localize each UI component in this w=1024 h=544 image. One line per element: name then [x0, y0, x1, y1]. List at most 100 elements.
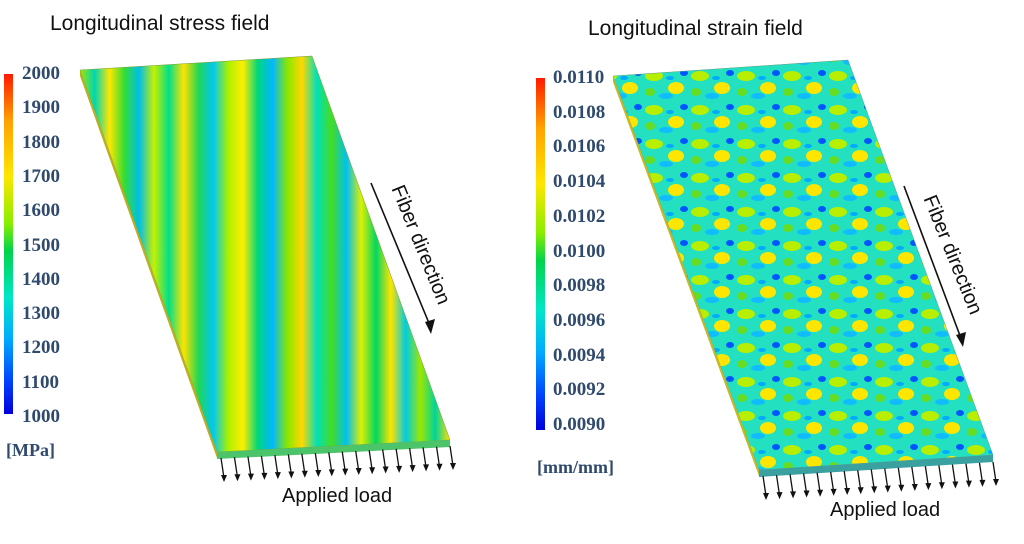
stress-load-arrowhead: [450, 463, 456, 470]
fiber-direction-arrowhead-left: [425, 319, 435, 334]
strain-load-arrowhead: [763, 493, 769, 500]
stress-load-arrowhead: [274, 472, 281, 480]
strain-tick-label: 0.0106: [553, 136, 606, 158]
strain-load-arrow: [978, 462, 984, 483]
stress-load-arrowhead: [342, 468, 349, 476]
stress-tick-label: 1400: [22, 268, 60, 290]
strain-tick-label: 0.0110: [553, 67, 605, 88]
stress-tick-label: 1800: [22, 131, 60, 153]
strain-load-arrow: [762, 475, 767, 497]
stress-load-arrow: [408, 448, 414, 469]
strain-load-arrowhead: [817, 489, 824, 497]
strain-field-title: Longitudinal strain field: [588, 17, 803, 40]
stress-colorbar: [4, 74, 13, 414]
stress-load-arrow: [233, 457, 239, 478]
stress-tick-label: 1200: [22, 337, 60, 359]
stress-tick-label: 1600: [22, 200, 60, 222]
stress-load-arrowhead: [234, 474, 241, 482]
strain-load-arrowhead: [993, 479, 999, 486]
stress-load-arrow: [287, 454, 292, 475]
strain-colorbar: [536, 78, 545, 430]
applied-load-label-right: Applied load: [830, 499, 941, 521]
strain-load-arrow: [992, 461, 997, 483]
stress-load-arrow: [260, 455, 266, 476]
stress-load-arrowhead: [315, 470, 322, 478]
stress-load-arrow: [449, 445, 454, 467]
strain-load-arrow: [884, 468, 889, 489]
stress-load-arrow: [301, 453, 306, 474]
stress-tick-label: 1900: [22, 97, 60, 119]
strain-load-arrowhead: [884, 485, 891, 493]
strain-load-arrowhead: [844, 488, 851, 496]
stress-load-arrowhead: [328, 469, 335, 477]
stress-load-arrow: [395, 448, 400, 469]
stress-load-arrow: [355, 450, 360, 472]
stress-load-arrow: [422, 447, 427, 468]
stress-load-arrow: [220, 457, 225, 479]
applied-load-arrows: [220, 445, 999, 500]
stress-load-arrowhead: [355, 467, 362, 475]
stress-plate: [79, 55, 451, 459]
strain-load-arrow: [870, 469, 875, 490]
strain-load-arrowhead: [776, 492, 783, 500]
stress-load-arrowhead: [423, 464, 430, 472]
stress-load-arrow: [368, 450, 373, 471]
stress-load-arrow: [328, 452, 333, 473]
stress-load-arrow: [341, 451, 346, 472]
strain-load-arrowhead: [979, 479, 986, 487]
strain-load-arrowhead: [871, 486, 878, 494]
stress-tick-label: 1500: [22, 234, 60, 256]
strain-load-arrow: [911, 466, 916, 488]
strain-load-arrowhead: [790, 491, 797, 499]
strain-load-arrow: [897, 467, 902, 488]
stress-load-arrowhead: [382, 466, 389, 474]
fiber-direction-arrow-left: [370, 182, 432, 329]
strain-load-arrowhead: [857, 487, 864, 495]
stress-load-arrow: [314, 452, 319, 474]
strain-tick-label: 0.0098: [553, 275, 606, 297]
strain-load-arrowhead: [898, 484, 905, 492]
strain-load-arrow: [857, 470, 862, 491]
stress-load-arrowhead: [221, 475, 227, 482]
strain-load-arrow: [951, 464, 957, 485]
strain-tick-label: 0.0100: [553, 240, 606, 262]
applied-load-label-left: Applied load: [282, 485, 393, 507]
fiber-direction-arrow-right: [903, 185, 963, 342]
strain-tick-label: 0.0104: [553, 171, 606, 193]
strain-load-arrow: [802, 473, 808, 494]
strain-tick-label: 0.0102: [553, 205, 606, 227]
stress-tick-label: 1300: [22, 303, 60, 325]
strain-load-arrow: [775, 475, 781, 496]
stress-load-arrowhead: [288, 471, 295, 479]
strain-load-arrowhead: [952, 481, 959, 489]
stress-load-arrowhead: [247, 473, 254, 481]
stress-load-arrowhead: [261, 472, 268, 480]
stress-load-arrowhead: [301, 470, 308, 478]
stress-load-arrow: [382, 449, 387, 470]
strain-load-arrow: [965, 463, 970, 484]
strain-load-arrowhead: [925, 483, 932, 491]
strain-load-arrowhead: [938, 482, 945, 490]
strain-load-arrow: [938, 465, 943, 486]
strain-tick-label: 0.0092: [553, 379, 606, 401]
strain-load-arrow: [816, 472, 821, 493]
stress-tick-label: 1700: [22, 165, 60, 187]
stress-tick-label: 1000: [22, 406, 60, 427]
stress-tick-label: 2000: [22, 63, 60, 84]
strain-tick-label: 0.0094: [553, 344, 606, 366]
strain-load-arrowhead: [965, 480, 972, 488]
stress-load-arrowhead: [396, 465, 403, 473]
stress-unit-label: [MPa]: [6, 440, 55, 460]
strain-load-arrowhead: [830, 488, 837, 496]
strain-plate: [612, 59, 994, 477]
stress-field-title: Longitudinal stress field: [50, 12, 270, 35]
strain-load-arrowhead: [803, 490, 810, 498]
stress-load-arrowhead: [436, 463, 443, 471]
strain-load-arrow: [789, 474, 794, 495]
strain-tick-label: 0.0090: [553, 414, 606, 435]
strain-load-arrow: [924, 466, 929, 487]
stress-load-arrow: [274, 455, 279, 476]
stress-load-arrow: [435, 446, 441, 467]
strain-load-arrow: [830, 471, 835, 492]
